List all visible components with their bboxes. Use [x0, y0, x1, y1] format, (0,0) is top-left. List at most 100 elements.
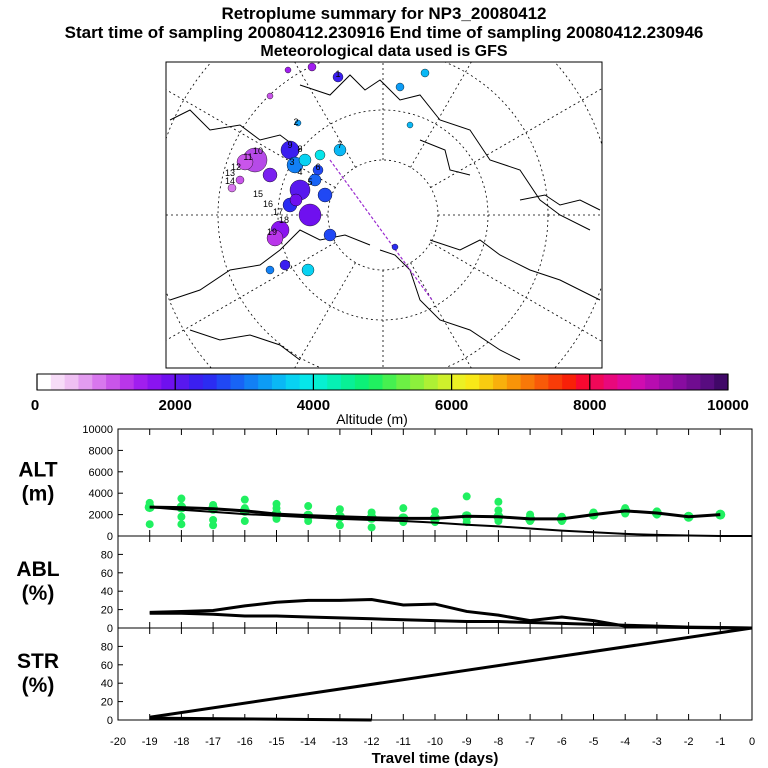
plume-cluster [332, 71, 344, 83]
colorbar-tick-label: 0 [31, 397, 39, 414]
plume-cluster [279, 259, 291, 271]
altitude-cluster-point [462, 492, 471, 501]
plume-cluster [262, 167, 278, 183]
colorbar-swatch [147, 374, 162, 390]
plume-cluster [298, 203, 322, 227]
altitude-cluster-point [177, 494, 186, 503]
plume-cluster [323, 228, 337, 242]
map-day-label: 5 [307, 177, 312, 187]
coastline [419, 139, 471, 176]
altitude-cluster-point [431, 507, 439, 516]
x-tick-label: -20 [110, 736, 126, 748]
y-tick-label: 8000 [89, 445, 113, 457]
x-tick-label: -16 [237, 736, 253, 748]
colorbar-swatch [465, 374, 480, 390]
y-tick-label: 10000 [82, 424, 113, 436]
colorbar-swatch [119, 374, 135, 390]
plume-cluster [236, 153, 254, 171]
colorbar-swatch [202, 374, 218, 390]
altitude-cluster-point [177, 520, 186, 529]
y-tick-label: 2000 [89, 510, 113, 522]
x-tick-label: -12 [364, 736, 380, 748]
time-series-panels: 0200040006000800010000ALT(m)020406080ABL… [16, 424, 755, 767]
str-lower-line [149, 716, 372, 722]
y-tick-label: 0 [107, 531, 113, 543]
plume-cluster [406, 121, 414, 129]
altitude-cluster-point [304, 502, 313, 511]
altitude-cluster-point [177, 512, 186, 521]
coastline [299, 74, 591, 231]
colorbar-swatch [410, 374, 425, 390]
meridian-line [410, 262, 472, 368]
plume-cluster [298, 153, 312, 167]
colorbar-swatch [341, 374, 356, 390]
x-tick-label: 0 [749, 736, 755, 748]
coastline [169, 229, 371, 301]
map-day-label: 19 [267, 227, 277, 237]
x-tick-label: -2 [684, 736, 694, 748]
x-tick-label: -6 [557, 736, 567, 748]
y-tick-label: 4000 [89, 488, 113, 500]
plume-cluster [294, 119, 302, 127]
map-day-label: 15 [253, 189, 263, 199]
colorbar-swatch [189, 374, 204, 390]
plume-cluster [266, 229, 284, 247]
panel-ylabel: (%) [22, 674, 55, 697]
x-tick-label: -13 [332, 736, 348, 748]
colorbar-swatch [617, 374, 632, 390]
altitude-cluster-point [367, 523, 376, 532]
colorbar-swatch [92, 374, 107, 390]
colorbar-swatch [603, 374, 618, 390]
plume-cluster [227, 183, 237, 193]
x-tick-label: -7 [525, 736, 535, 748]
altitude-cluster-point [494, 497, 503, 506]
map-day-label: 2 [293, 117, 298, 127]
map-day-label: 8 [297, 144, 302, 154]
colorbar-swatch [520, 374, 536, 390]
colorbar-swatch [451, 374, 466, 390]
map-day-label: 7 [337, 140, 342, 150]
y-tick-label: 0 [107, 623, 113, 635]
colorbar-swatch [78, 374, 93, 390]
colorbar-swatch [368, 374, 383, 390]
colorbar-swatch [548, 374, 563, 390]
sampling-times: Start time of sampling 20080412.230916 E… [64, 23, 704, 42]
colorbar-swatch [50, 374, 66, 390]
plume-cluster [395, 82, 405, 92]
x-tick-label: -18 [173, 736, 189, 748]
y-tick-label: 6000 [89, 467, 113, 479]
colorbar-swatch [645, 374, 660, 390]
colorbar-tick-label: 8000 [573, 397, 606, 414]
meridian-line [430, 242, 602, 342]
colorbar-swatch [299, 374, 314, 390]
colorbar-swatch [175, 374, 190, 390]
map-day-label: 3 [289, 157, 294, 167]
colorbar-swatch [686, 374, 701, 390]
colorbar-swatch [271, 374, 287, 390]
colorbar-tick-label: 10000 [707, 397, 749, 414]
plume-cluster [314, 149, 326, 161]
y-tick-label: 80 [101, 549, 113, 561]
plume-cluster [312, 164, 324, 176]
x-tick-label: -14 [300, 736, 316, 748]
coastline [519, 194, 601, 211]
altitude-cluster-point [399, 504, 408, 513]
colorbar-swatch [423, 374, 439, 390]
colorbar-swatch [313, 374, 328, 390]
plume-cluster [391, 243, 399, 251]
colorbar-swatch [354, 374, 370, 390]
meridian-line [430, 88, 602, 188]
map-day-label: 12 [231, 162, 241, 172]
coastline [429, 239, 601, 301]
map-day-label: 16 [263, 199, 273, 209]
colorbar-swatch [437, 374, 453, 390]
x-tick-label: -19 [142, 736, 158, 748]
map-day-label: 17 [273, 207, 283, 217]
meridian-line [410, 62, 472, 168]
map-day-label: 6 [315, 162, 320, 172]
x-tick-label: -1 [715, 736, 725, 748]
colorbar-swatch [285, 374, 301, 390]
map-day-label: 1 [335, 69, 340, 79]
